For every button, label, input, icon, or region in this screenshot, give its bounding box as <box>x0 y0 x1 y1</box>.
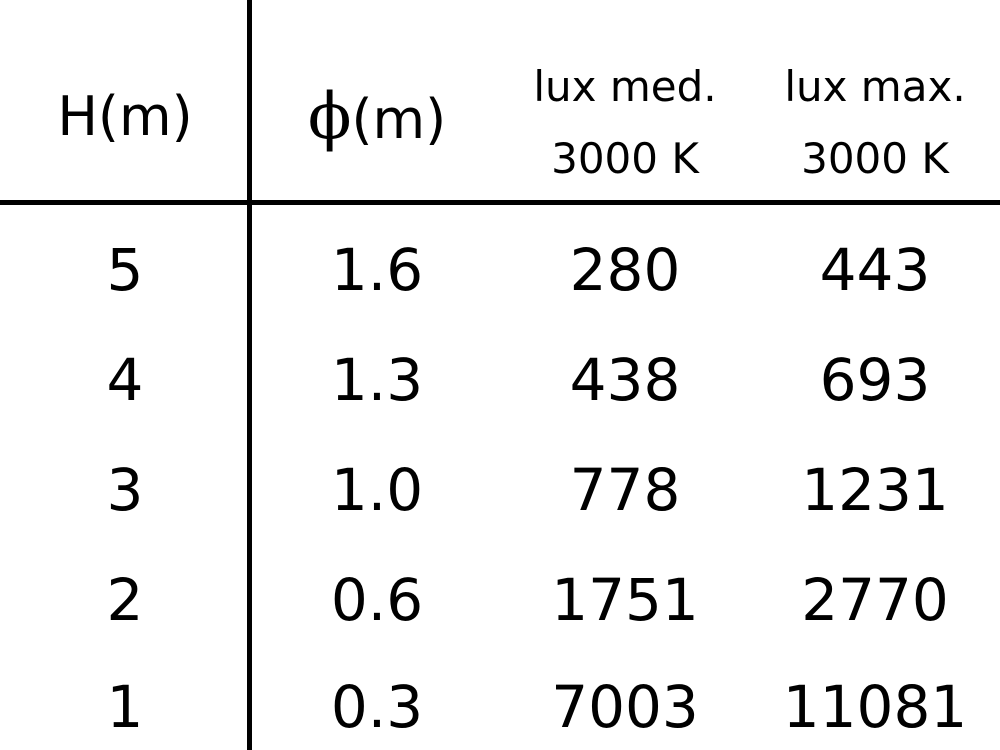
header-lux-max-temp: 3000 K <box>801 134 949 183</box>
cell-lux-max: 2770 <box>801 566 949 634</box>
header-height: H(m) <box>57 85 193 148</box>
cell-diameter: 1.6 <box>330 236 424 304</box>
cell-height: 1 <box>106 673 144 741</box>
cell-lux-med: 778 <box>569 456 681 524</box>
header-diameter: ϕ(m) <box>252 82 502 155</box>
cell-height: 4 <box>106 346 144 414</box>
header-lux-med: lux med. <box>533 62 717 111</box>
cell-lux-max: 443 <box>819 236 931 304</box>
header-divider <box>0 200 1000 205</box>
cell-height: 3 <box>106 456 144 524</box>
header-diameter-unit: (m) <box>351 88 447 151</box>
cell-lux-med: 280 <box>569 236 681 304</box>
cell-height: 5 <box>106 236 144 304</box>
header-lux-max: lux max. <box>784 62 966 111</box>
cell-lux-med: 7003 <box>551 673 699 741</box>
cell-lux-max: 693 <box>819 346 931 414</box>
cell-height: 2 <box>106 566 144 634</box>
cell-lux-max: 11081 <box>782 673 968 741</box>
cell-diameter: 0.3 <box>330 673 424 741</box>
cell-lux-med: 1751 <box>551 566 699 634</box>
cell-diameter: 0.6 <box>330 566 424 634</box>
cell-lux-max: 1231 <box>801 456 949 524</box>
cell-lux-med: 438 <box>569 346 681 414</box>
header-lux-med-temp: 3000 K <box>551 134 699 183</box>
cell-diameter: 1.0 <box>330 456 424 524</box>
column-divider <box>247 0 252 750</box>
phi-symbol: ϕ <box>307 80 352 154</box>
cell-diameter: 1.3 <box>330 346 424 414</box>
